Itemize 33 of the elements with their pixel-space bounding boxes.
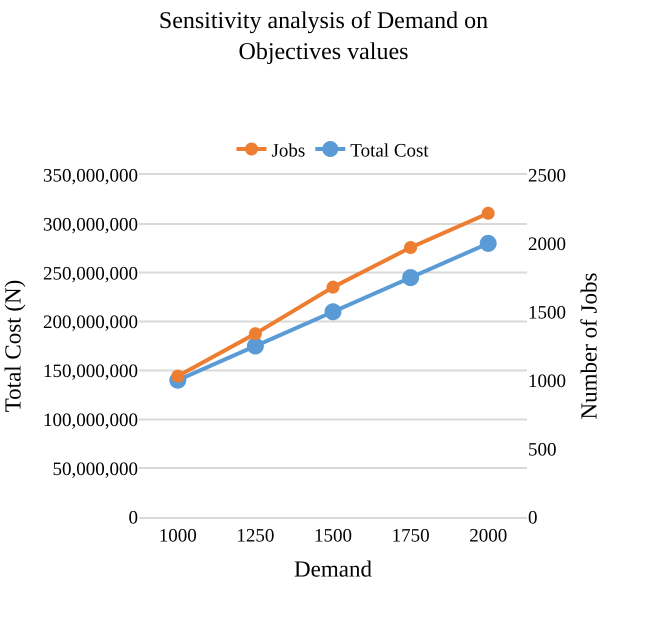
point	[248, 327, 262, 340]
x-tick-label: 1750	[392, 526, 430, 547]
chart-title: Sensitivity analysis of Demand on Objectives values	[158, 8, 488, 65]
y-tick-label: 150,000,000	[43, 361, 138, 382]
point	[480, 234, 497, 252]
x-tick-label: 1500	[314, 526, 352, 547]
x-tick-label: 2000	[469, 526, 508, 547]
point	[324, 303, 342, 320]
x-tick-label: 1250	[236, 526, 274, 547]
y2-tick-label: 1500	[528, 302, 566, 324]
y2-tick-label: 2500	[528, 166, 566, 187]
y-tick-label: 250,000,000	[43, 263, 138, 284]
y-tick-label: 350,000,000	[43, 166, 138, 187]
legend-label: Total Cost	[350, 140, 430, 162]
y-tick-label: 50,000,000	[52, 458, 138, 480]
y2-tick-label: 0	[528, 508, 538, 529]
point	[482, 206, 495, 220]
x-tick-label: 1000	[158, 526, 197, 547]
y2-tick-label: 1000	[528, 370, 566, 392]
y-tick-label: 200,000,000	[43, 312, 138, 334]
y-tick-label: 300,000,000	[43, 214, 138, 236]
y2-axis-title: Number of Jobs	[576, 272, 602, 420]
y2-tick-label: 2000	[528, 234, 566, 256]
point	[326, 280, 340, 294]
point	[402, 269, 420, 286]
point	[404, 241, 418, 254]
y2-tick-label: 500	[528, 439, 556, 460]
y-tick-label: 0	[128, 508, 138, 529]
y-tick-label: 100,000,000	[43, 410, 138, 431]
y-axis-title: Total Cost (N)	[0, 280, 26, 412]
x-axis-title: Demand	[294, 556, 372, 582]
legend-label: Jobs	[272, 140, 306, 162]
point	[246, 338, 264, 354]
